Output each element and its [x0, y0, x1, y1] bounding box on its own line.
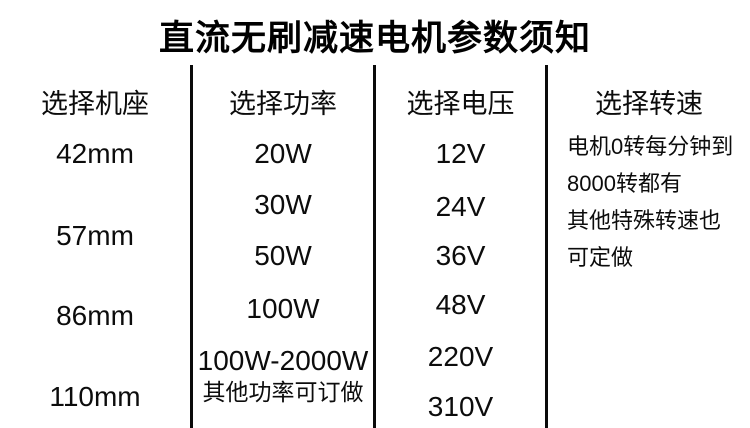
column-speed: 选择转速 电机0转每分钟到 8000转都有 其他特殊转速也 可定做	[548, 0, 750, 428]
speed-note-line: 其他特殊转速也	[567, 208, 722, 233]
speed-note-line: 可定做	[567, 245, 634, 270]
power-option: 100W	[246, 293, 320, 324]
voltage-option: 24V	[435, 191, 486, 222]
voltage-option: 220V	[427, 341, 494, 372]
frame-option: 42mm	[56, 138, 134, 169]
power-option: 30W	[254, 189, 312, 220]
speed-note-line: 8000转都有	[567, 171, 682, 196]
column-divider-2	[373, 65, 376, 428]
column-header-power: 选择功率	[229, 89, 337, 119]
voltage-option: 48V	[435, 289, 486, 320]
column-power: 选择功率 20W 30W 50W 100W 100W-2000W 其他功率可订做	[193, 0, 373, 428]
voltage-option: 12V	[435, 138, 486, 169]
column-header-voltage: 选择电压	[406, 89, 515, 119]
power-option: 50W	[254, 240, 312, 271]
column-divider-3	[545, 65, 548, 428]
column-voltage: 选择电压 12V 24V 36V 48V 220V 310V	[376, 0, 545, 428]
speed-note-line: 电机0转每分钟到	[567, 134, 734, 159]
power-option: 20W	[254, 138, 312, 169]
column-header-speed: 选择转速	[595, 89, 703, 119]
power-option: 100W-2000W	[197, 345, 369, 376]
frame-option: 57mm	[56, 220, 134, 251]
column-divider-1	[190, 65, 193, 428]
voltage-option: 310V	[427, 391, 494, 422]
column-header-frame: 选择机座	[41, 89, 149, 119]
power-custom-note: 其他功率可订做	[202, 379, 364, 405]
voltage-option: 36V	[435, 240, 486, 271]
frame-option: 86mm	[56, 300, 134, 331]
page-title: 直流无刷减速电机参数须知	[158, 19, 591, 58]
speed-notes: 电机0转每分钟到 8000转都有 其他特殊转速也 可定做	[567, 128, 746, 276]
frame-option: 110mm	[49, 381, 141, 412]
column-frame-size: 选择机座 42mm 57mm 86mm 110mm	[0, 0, 190, 428]
